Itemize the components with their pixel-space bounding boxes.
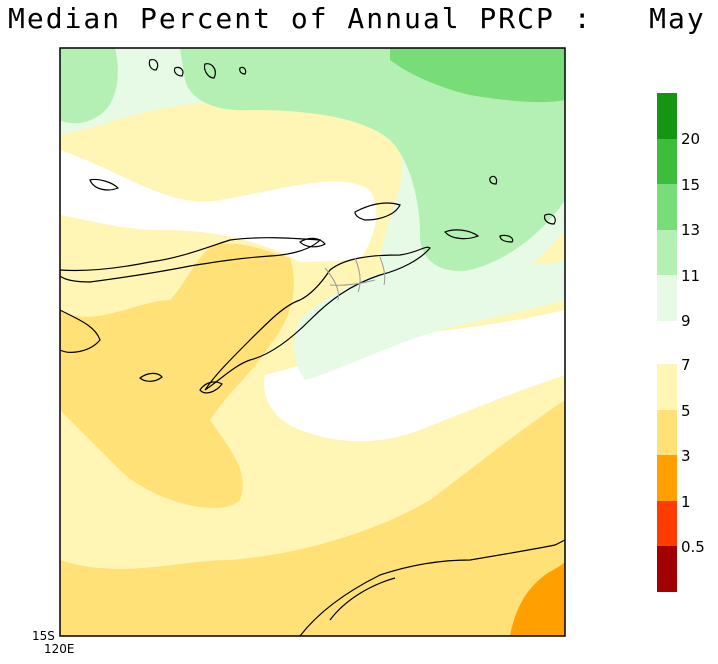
field-13-15 xyxy=(390,48,565,103)
legend-swatch-0_5 xyxy=(657,546,677,592)
legend-swatch-20 xyxy=(657,93,677,139)
legend-label-7: 7 xyxy=(681,356,691,374)
legend-swatch-11 xyxy=(657,229,677,275)
sumba-island xyxy=(60,309,101,353)
field-9-11-south xyxy=(293,258,565,380)
corner-longitude-label: 120E xyxy=(44,642,75,656)
flores-island xyxy=(60,237,322,283)
legend-label-1: 1 xyxy=(681,492,691,511)
legend-swatch-5 xyxy=(657,409,677,455)
timor-island xyxy=(204,246,431,391)
legend-label-11: 11 xyxy=(681,266,701,285)
field-white-north xyxy=(60,150,377,262)
legend-label-0_5: 0.5 xyxy=(681,538,705,556)
legend-label-13: 13 xyxy=(681,221,701,239)
legend-label-5: 5 xyxy=(681,401,691,420)
legend-swatch-1 xyxy=(657,500,677,546)
field-11-13-north xyxy=(180,48,565,271)
field-5-7-west xyxy=(60,243,294,509)
legend-label-3: 3 xyxy=(681,447,691,465)
field-1-3 xyxy=(510,560,565,636)
field-11-13-northwest xyxy=(60,48,118,124)
northern-islets xyxy=(89,59,556,243)
legend-swatch-15 xyxy=(657,138,677,184)
map-title: Median Percent of Annual PRCP : May xyxy=(8,2,706,35)
map-frame xyxy=(59,47,566,637)
alor-islands xyxy=(299,237,326,248)
legend-swatch-9 xyxy=(657,275,677,321)
legend-label-20: 20 xyxy=(681,130,701,148)
legend-label-9: 9 xyxy=(681,312,691,330)
legend-swatch-13 xyxy=(657,184,677,230)
legend-label-15: 15 xyxy=(681,175,701,194)
southern-coast xyxy=(299,539,565,636)
savu-island xyxy=(139,372,163,382)
coastlines xyxy=(60,59,565,636)
field-white-south xyxy=(264,310,565,442)
legend-swatch-7 xyxy=(657,364,677,410)
rote-island xyxy=(199,381,223,394)
field-5-7-south xyxy=(60,400,565,636)
southern-coast-2 xyxy=(329,577,396,621)
timor-leste-borders xyxy=(324,256,386,301)
legend-swatch-3 xyxy=(657,455,677,501)
corner-latitude-label: 15S xyxy=(32,629,55,643)
wetar-island xyxy=(354,202,401,221)
